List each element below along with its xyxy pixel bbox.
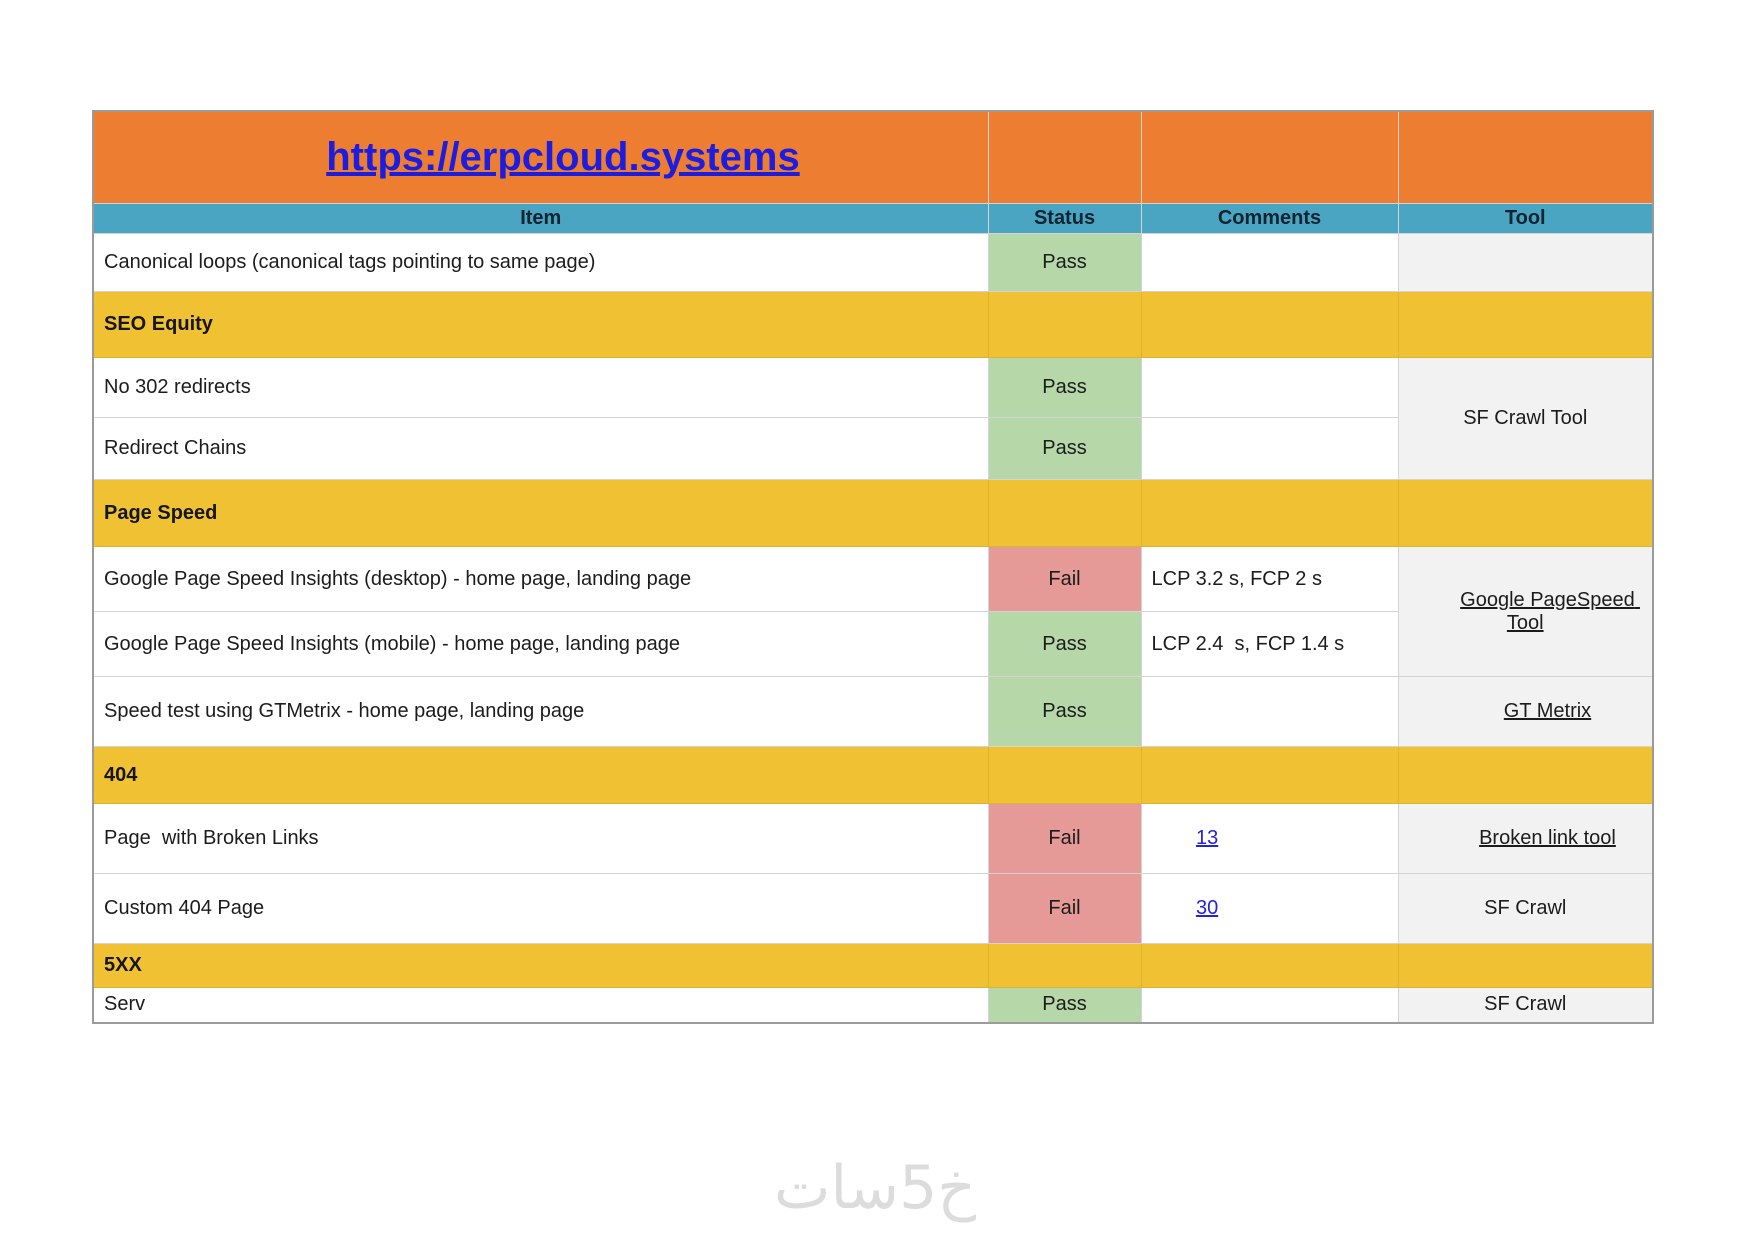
comment-cell: LCP 2.4 s, FCP 1.4 s	[1140, 611, 1399, 677]
section-spacer-cell	[1140, 479, 1399, 547]
banner-spacer-cell	[1140, 110, 1399, 204]
status-badge: Pass	[987, 233, 1142, 292]
comment-cell	[1140, 417, 1399, 480]
section-spacer-cell	[1140, 291, 1399, 358]
comment-cell	[1140, 676, 1399, 747]
table-row: Serv Pass SF Crawl	[92, 987, 1654, 1023]
table-row: Google Page Speed Insights (desktop) - h…	[92, 546, 1654, 677]
status-badge: Fail	[987, 546, 1142, 612]
tool-cell: SF Crawl	[1397, 987, 1654, 1023]
table-row: Redirect Chains Pass	[92, 417, 1653, 480]
comment-cell	[1140, 987, 1399, 1023]
site-url-link[interactable]: https://erpcloud.systems	[326, 135, 800, 179]
tool-cell: Google PageSpeed Tool	[1397, 546, 1654, 677]
tool-link[interactable]: Google PageSpeed Tool	[1460, 588, 1640, 634]
tool-cell: SF Crawl	[1397, 873, 1654, 944]
section-title: Page Speed	[92, 479, 989, 547]
status-badge: Pass	[987, 357, 1142, 418]
table-row: No 302 redirects Pass SF Crawl Tool	[92, 357, 1654, 480]
table-row: Canonical loops (canonical tags pointing…	[92, 233, 1654, 292]
status-badge: Fail	[987, 803, 1142, 874]
comment-link[interactable]: 13	[1195, 827, 1219, 849]
comment-cell: 30	[1140, 873, 1399, 944]
status-badge: Pass	[987, 417, 1142, 480]
site-url-cell: https://erpcloud.systems	[92, 110, 989, 204]
section-row-seo-equity: SEO Equity	[92, 291, 1654, 358]
tool-cell: SF Crawl Tool	[1397, 357, 1654, 480]
section-title: SEO Equity	[92, 291, 989, 358]
comment-cell: 13	[1140, 803, 1399, 874]
comment-cell: LCP 3.2 s, FCP 2 s	[1140, 546, 1399, 612]
table-row: Custom 404 Page Fail 30 SF Crawl	[92, 873, 1654, 944]
section-row-404: 404	[92, 746, 1654, 804]
tool-link[interactable]: GT Metrix	[1503, 700, 1592, 722]
banner-row: https://erpcloud.systems	[92, 110, 1654, 204]
section-spacer-cell	[1140, 746, 1399, 804]
column-header-row: Item Status Comments Tool	[92, 203, 1654, 234]
tool-cell	[1397, 233, 1654, 292]
banner-spacer-cell	[987, 110, 1142, 204]
column-header-item: Item	[92, 203, 989, 234]
watermark-logo: خ5سات	[774, 1153, 976, 1223]
section-title: 404	[92, 746, 989, 804]
table-row: Speed test using GTMetrix - home page, l…	[92, 676, 1654, 747]
section-title: 5XX	[92, 943, 989, 988]
section-spacer-cell	[1397, 746, 1654, 804]
section-spacer-cell	[1397, 943, 1654, 988]
section-spacer-cell	[987, 943, 1142, 988]
item-cell: No 302 redirects	[92, 357, 989, 418]
table-row: Page with Broken Links Fail 13 Broken li…	[92, 803, 1654, 874]
item-cell: Google Page Speed Insights (mobile) - ho…	[92, 611, 989, 677]
item-cell: Serv	[92, 987, 989, 1023]
column-header-comments: Comments	[1140, 203, 1399, 234]
section-spacer-cell	[1397, 479, 1654, 547]
column-header-tool: Tool	[1397, 203, 1654, 234]
tool-cell: GT Metrix	[1397, 676, 1654, 747]
item-cell: Google Page Speed Insights (desktop) - h…	[92, 546, 989, 612]
item-cell: Custom 404 Page	[92, 873, 989, 944]
section-spacer-cell	[1140, 943, 1399, 988]
section-spacer-cell	[987, 479, 1142, 547]
section-spacer-cell	[987, 746, 1142, 804]
status-badge: Pass	[987, 611, 1142, 677]
status-badge: Pass	[987, 987, 1142, 1023]
status-badge: Fail	[987, 873, 1142, 944]
section-spacer-cell	[987, 291, 1142, 358]
section-row-page-speed: Page Speed	[92, 479, 1654, 547]
item-cell: Redirect Chains	[92, 417, 989, 480]
comment-link[interactable]: 30	[1195, 897, 1219, 919]
status-badge: Pass	[987, 676, 1142, 747]
banner-spacer-cell	[1397, 110, 1654, 204]
table-row: Google Page Speed Insights (mobile) - ho…	[92, 611, 1653, 677]
comment-cell	[1140, 233, 1399, 292]
column-header-status: Status	[987, 203, 1142, 234]
item-cell: Canonical loops (canonical tags pointing…	[92, 233, 989, 292]
tool-cell: Broken link tool	[1397, 803, 1654, 874]
section-spacer-cell	[1397, 291, 1654, 358]
seo-audit-table: https://erpcloud.systems Item Status Com…	[92, 110, 1654, 1024]
tool-link[interactable]: Broken link tool	[1479, 827, 1616, 849]
comment-cell	[1140, 357, 1399, 418]
section-row-5xx: 5XX	[92, 943, 1654, 988]
item-cell: Speed test using GTMetrix - home page, l…	[92, 676, 989, 747]
item-cell: Page with Broken Links	[92, 803, 989, 874]
